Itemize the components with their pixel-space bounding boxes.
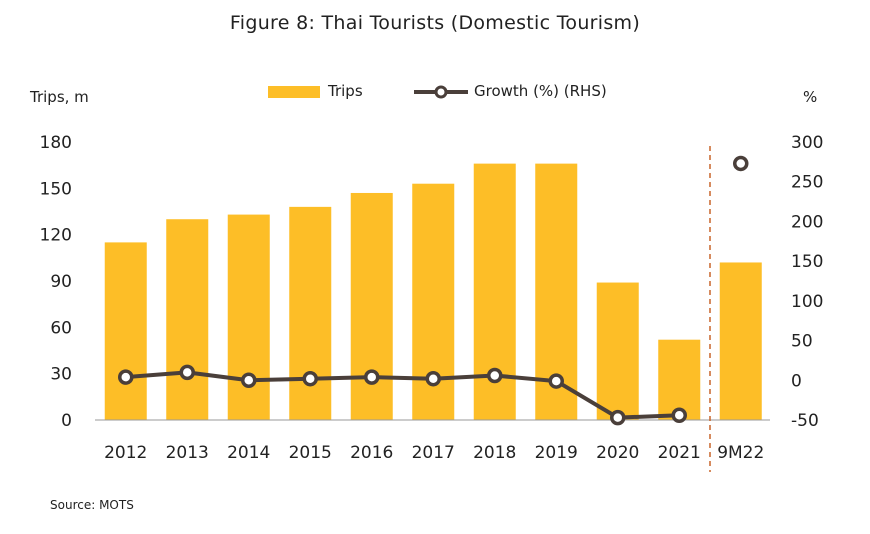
bar-2021 <box>658 339 701 420</box>
y-tick-label: 30 <box>50 365 72 385</box>
bar-2013 <box>166 219 209 420</box>
bar-9m22 <box>719 262 762 420</box>
y2-tick-label: 150 <box>791 252 823 272</box>
y2-tick-label: 0 <box>791 371 802 391</box>
bar-2014 <box>227 214 270 420</box>
x-tick-label: 2016 <box>350 443 393 463</box>
bar-2015 <box>289 206 332 420</box>
y2-axis-title: % <box>803 88 817 106</box>
growth-point-9m22 <box>733 155 749 172</box>
y-tick-label: 90 <box>50 272 72 292</box>
x-tick-label: 2021 <box>658 443 701 463</box>
y2-tick-label: -50 <box>791 411 819 431</box>
x-tick-label: 2014 <box>227 443 270 463</box>
x-tick-label: 2015 <box>289 443 332 463</box>
legend-label-trips: Trips <box>327 82 363 100</box>
growth-line <box>125 370 680 420</box>
x-tick-label: 2019 <box>535 443 578 463</box>
y-tick-label: 180 <box>40 133 72 153</box>
y2-tick-label: 50 <box>791 332 813 352</box>
growth-point-2020 <box>610 409 626 426</box>
x-tick-label: 2012 <box>104 443 147 463</box>
legend-label-growth: Growth (%) (RHS) <box>474 82 607 100</box>
y-tick-label: 120 <box>40 226 72 246</box>
y2-tick-label: 100 <box>791 292 823 312</box>
growth-point-2018 <box>487 367 503 384</box>
y-axis-title: Trips, m <box>29 88 89 106</box>
x-tick-label: 2017 <box>412 443 455 463</box>
chart-title: Figure 8: Thai Tourists (Domestic Touris… <box>229 12 641 34</box>
y-tick-label: 60 <box>50 318 72 338</box>
x-tick-label: 2020 <box>596 443 639 463</box>
growth-point-2016 <box>364 369 380 385</box>
y2-tick-label: 300 <box>791 133 823 153</box>
growth-point-2017 <box>425 370 441 387</box>
source-note: Source: MOTS <box>50 498 134 512</box>
growth-point-2015 <box>302 370 318 387</box>
x-tick-label: 9M22 <box>717 443 764 463</box>
bar-2012 <box>104 242 147 420</box>
y2-tick-label: 250 <box>791 173 823 193</box>
growth-point-2019 <box>548 373 564 389</box>
growth-point-2013 <box>179 364 195 381</box>
legend-marker-growth <box>434 85 448 99</box>
bar-2020 <box>596 282 639 420</box>
growth-point-2021 <box>671 407 687 423</box>
y-tick-label: 150 <box>40 179 72 199</box>
y2-tick-label: 200 <box>791 212 823 232</box>
growth-point-2014 <box>241 372 257 389</box>
legend-swatch-trips <box>268 86 320 98</box>
x-tick-label: 2013 <box>166 443 209 463</box>
x-tick-label: 2018 <box>473 443 516 463</box>
bar-2016 <box>350 192 393 420</box>
y-tick-label: 0 <box>61 411 72 431</box>
growth-point-2012 <box>118 369 134 385</box>
